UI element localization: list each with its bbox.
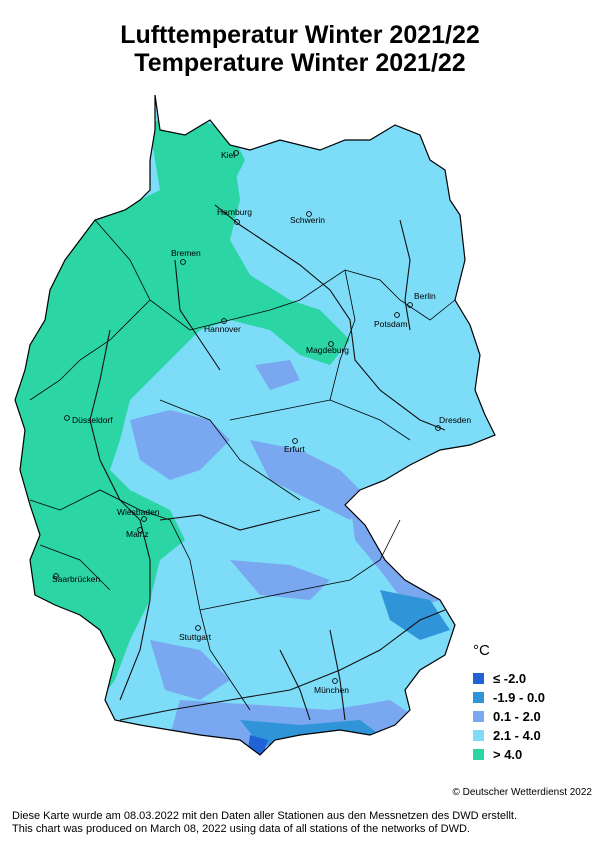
city-wiesbaden: Wiesbaden bbox=[117, 507, 160, 522]
city-label-duesseldorf: Düsseldorf bbox=[72, 415, 113, 425]
legend-label: > 4.0 bbox=[493, 747, 523, 762]
footer-line-english: This chart was produced on March 08, 202… bbox=[12, 823, 470, 835]
city-label-wiesbaden: Wiesbaden bbox=[117, 507, 160, 517]
city-kiel: Kiel bbox=[221, 150, 239, 160]
field-0-2-harz bbox=[255, 360, 300, 390]
city-schwerin: Schwerin bbox=[290, 211, 325, 225]
field-above-4 bbox=[15, 110, 350, 700]
city-label-bremen: Bremen bbox=[171, 248, 201, 258]
city-stuttgart: Stuttgart bbox=[179, 625, 212, 642]
city-label-mainz: Mainz bbox=[126, 529, 149, 539]
legend-item: ≤ -2.0 bbox=[473, 669, 593, 688]
city-labels: Kiel Hamburg Schwerin Bremen Berlin Pots… bbox=[52, 150, 471, 695]
city-label-schwerin: Schwerin bbox=[290, 215, 325, 225]
legend-label: 0.1 - 2.0 bbox=[493, 709, 541, 724]
city-dresden: Dresden bbox=[435, 415, 471, 431]
city-mainz: Mainz bbox=[126, 527, 149, 539]
legend-swatch bbox=[473, 711, 484, 722]
map-title-english: Temperature Winter 2021/22 bbox=[134, 49, 466, 77]
legend-unit: °C bbox=[473, 642, 490, 659]
legend-item: -1.9 - 0.0 bbox=[473, 688, 593, 707]
legend-item: 0.1 - 2.0 bbox=[473, 707, 593, 726]
temperature-fields bbox=[15, 95, 495, 755]
city-label-muenchen: München bbox=[314, 685, 349, 695]
city-potsdam: Potsdam bbox=[374, 312, 408, 329]
field-0-2-black-forest bbox=[150, 640, 230, 700]
legend-item: 2.1 - 4.0 bbox=[473, 726, 593, 745]
city-label-erfurt: Erfurt bbox=[284, 444, 305, 454]
copyright: © Deutscher Wetterdienst 2022 bbox=[452, 787, 592, 798]
state-borders bbox=[29, 219, 456, 711]
rivers bbox=[89, 204, 446, 721]
legend-swatch bbox=[473, 730, 484, 741]
legend-label: ≤ -2.0 bbox=[493, 671, 527, 686]
city-label-berlin: Berlin bbox=[414, 291, 436, 301]
city-erfurt: Erfurt bbox=[284, 438, 305, 454]
city-label-stuttgart: Stuttgart bbox=[179, 632, 212, 642]
city-label-hamburg: Hamburg bbox=[217, 207, 252, 217]
footer-line-german: Diese Karte wurde am 08.03.2022 mit den … bbox=[12, 810, 518, 822]
city-label-hannover: Hannover bbox=[204, 324, 241, 334]
footer-note: Diese Karte wurde am 08.03.2022 mit den … bbox=[12, 810, 517, 836]
legend-label: -1.9 - 0.0 bbox=[493, 690, 546, 705]
legend-item: > 4.0 bbox=[473, 745, 593, 764]
field-0-2-upland-west bbox=[130, 410, 230, 480]
field-minus2-0-east bbox=[380, 590, 450, 640]
city-label-saarbruecken: Saarbrücken bbox=[52, 574, 100, 584]
legend-swatch bbox=[473, 749, 484, 760]
field-0-2-thuringia bbox=[250, 440, 370, 520]
city-magdeburg: Magdeburg bbox=[306, 341, 349, 355]
legend-label: 2.1 - 4.0 bbox=[493, 728, 541, 743]
city-label-dresden: Dresden bbox=[439, 415, 471, 425]
city-hamburg: Hamburg bbox=[217, 207, 252, 225]
map-title-german: Lufttemperatur Winter 2021/22 bbox=[120, 21, 480, 49]
legend: °C ≤ -2.0 -1.9 - 0.0 0.1 - 2.0 2.1 - 4.0… bbox=[473, 642, 593, 764]
city-hannover: Hannover bbox=[204, 318, 241, 334]
city-duesseldorf: Düsseldorf bbox=[64, 415, 113, 425]
city-berlin: Berlin bbox=[407, 291, 436, 308]
city-muenchen: München bbox=[314, 678, 349, 695]
field-0-2-swabian-jura bbox=[230, 560, 330, 600]
city-bremen: Bremen bbox=[171, 248, 201, 265]
city-label-magdeburg: Magdeburg bbox=[306, 345, 349, 355]
city-saarbruecken: Saarbrücken bbox=[52, 573, 100, 584]
legend-swatch bbox=[473, 673, 484, 684]
city-label-kiel: Kiel bbox=[221, 150, 235, 160]
legend-swatch bbox=[473, 692, 484, 703]
city-label-potsdam: Potsdam bbox=[374, 319, 408, 329]
